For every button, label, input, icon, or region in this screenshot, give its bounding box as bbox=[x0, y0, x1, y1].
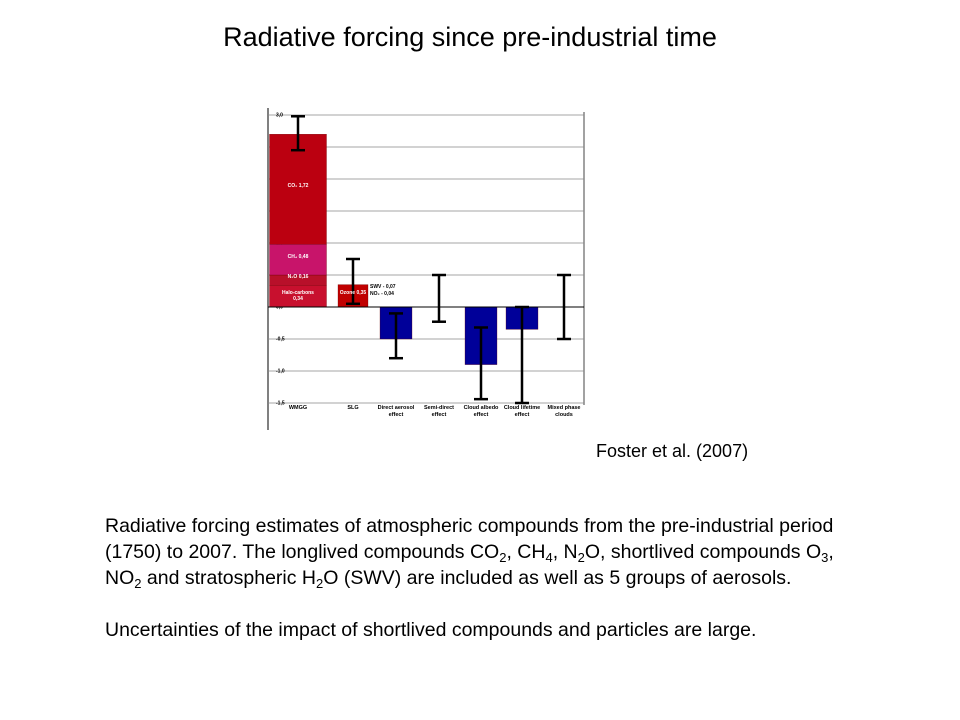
x-tick-label: Cloud albedo effect bbox=[463, 405, 499, 418]
y-tick-label: -1,0 bbox=[276, 368, 285, 374]
x-tick-label: Mixed phase clouds bbox=[547, 405, 581, 418]
caption-line: Uncertainties of the impact of shortlive… bbox=[105, 617, 834, 643]
caption: Radiative forcing estimates of atmospher… bbox=[105, 513, 834, 643]
x-tick-label: SLG bbox=[347, 405, 359, 411]
segment-label: CO₂ 1,72 bbox=[287, 183, 309, 190]
segment-label: N₂O 0,16 bbox=[287, 274, 309, 281]
caption-line bbox=[105, 591, 834, 617]
y-tick-label: -0,5 bbox=[276, 336, 285, 342]
bar-segment bbox=[269, 134, 327, 245]
title: Radiative forcing since pre-industrial t… bbox=[223, 22, 717, 52]
text-run: (1750) to 2007. The longlived compounds … bbox=[105, 541, 500, 563]
x-tick-label: WMGG bbox=[288, 405, 308, 411]
text-run: , bbox=[828, 541, 834, 563]
annotation: NO₂ - 0,04 bbox=[370, 291, 394, 297]
x-tick-label: Direct aerosol effect bbox=[377, 405, 415, 418]
y-tick-label: -1,5 bbox=[276, 400, 285, 406]
text-run: , N bbox=[552, 541, 578, 563]
subscript: 2 bbox=[577, 550, 585, 565]
subscript: 2 bbox=[499, 550, 507, 565]
caption-line: (1750) to 2007. The longlived compounds … bbox=[105, 539, 834, 565]
annotation: SWV - 0,07 bbox=[370, 284, 396, 290]
source: Foster et al. (2007) bbox=[596, 441, 749, 461]
y-tick-label: 3,0 bbox=[276, 112, 283, 118]
segment-label: Ozone 0,35 bbox=[339, 289, 367, 296]
subscript: 4 bbox=[545, 550, 553, 565]
x-tick-label: Cloud lifetime effect bbox=[503, 405, 541, 418]
text-run: Radiative forcing estimates of atmospher… bbox=[105, 515, 834, 537]
text-run: O (SWV) are included as well as 5 groups… bbox=[323, 567, 792, 589]
text-run: O, shortlived compounds O bbox=[584, 541, 822, 563]
x-tick-label: Semi-direct effect bbox=[424, 405, 454, 418]
subscript: 2 bbox=[134, 576, 142, 591]
caption-line: NO2 and stratospheric H2O (SWV) are incl… bbox=[105, 565, 834, 591]
text-run: and stratospheric H bbox=[141, 567, 316, 589]
text-run: NO bbox=[105, 567, 135, 589]
subscript: 3 bbox=[821, 550, 829, 565]
caption-line: Radiative forcing estimates of atmospher… bbox=[105, 513, 834, 539]
text-run: Uncertainties of the impact of shortlive… bbox=[105, 619, 757, 641]
segment-label: Halo-carbons 0,34 bbox=[282, 290, 314, 303]
bar-segment bbox=[269, 244, 327, 276]
text-run: , CH bbox=[506, 541, 546, 563]
subscript: 2 bbox=[316, 576, 324, 591]
segment-label: CH₄ 0,48 bbox=[287, 253, 309, 260]
